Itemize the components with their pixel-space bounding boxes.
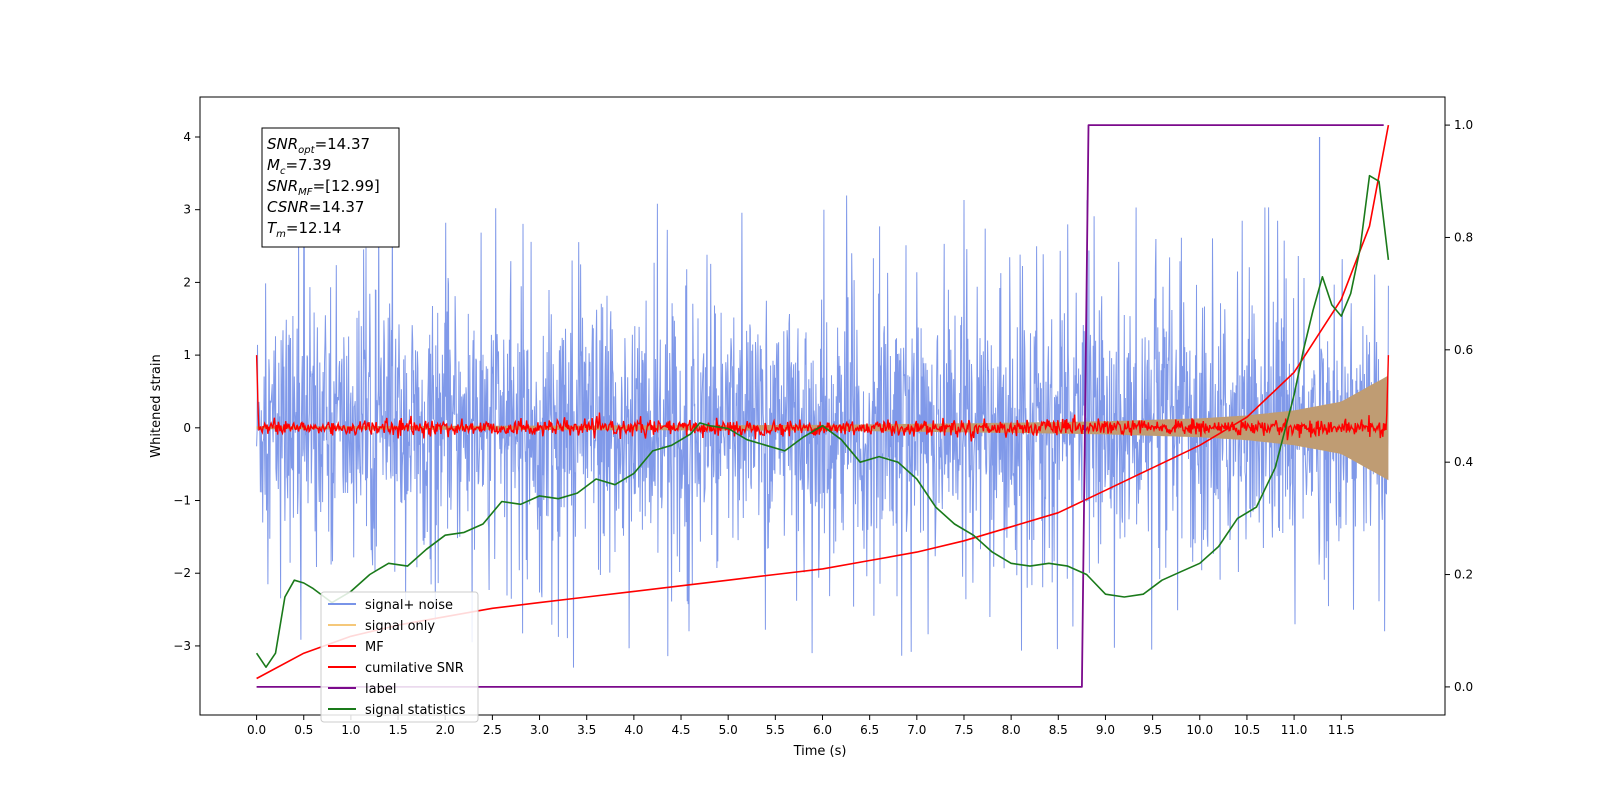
x-axis-label: Time (s) [793,744,847,759]
stats-mc: Mc=7.39 [267,156,331,177]
x-tick-label: 0.5 [294,723,313,737]
plot-area [255,124,1390,688]
y2-tick-label: 0.4 [1454,455,1473,469]
x-tick-label: 9.0 [1096,723,1115,737]
y2-tick-label: 0.6 [1454,343,1473,357]
y-tick-label: 1 [183,348,191,362]
y-tick-label: −3 [173,639,191,653]
svg-text:signal+ noise: signal+ noise [365,598,453,613]
svg-text:MF: MF [365,640,384,655]
x-tick-label: 6.0 [813,723,832,737]
x-tick-label: 0.0 [247,723,266,737]
y2-tick-label: 0.0 [1454,680,1473,694]
x-tick-label: 4.5 [671,723,690,737]
y-tick-label: 0 [183,421,191,435]
x-tick-label: 1.5 [389,723,408,737]
x-tick-label: 2.0 [436,723,455,737]
legend-entry-cumilative-snr: cumilative SNR [328,661,464,676]
x-tick-label: 5.5 [766,723,785,737]
x-tick-label: 7.0 [907,723,926,737]
series-label [256,124,1384,688]
series-signal-statistics [255,174,1390,668]
y-tick-label: −1 [173,494,191,508]
y-axis-label: Whitened strain [149,354,164,457]
x-tick-label: 7.5 [954,723,973,737]
stats-snr-mf: SNRMF=[12.99] [267,177,380,198]
y-axis-right: 1.0 0.8 0.6 0.4 0.2 0.0 [1445,118,1473,694]
y2-tick-label: 0.2 [1454,568,1473,582]
x-tick-label: 1.0 [341,723,360,737]
stats-snr-opt: SNRopt=14.37 [267,135,370,156]
x-axis: 0.0 0.5 1.0 1.5 2.0 2.5 3.0 3.5 4.0 4.5 5.0 5.5 6.0 6… [247,715,1355,737]
legend: signal+ noise signal only MF cumilative … [320,591,479,723]
x-tick-label: 10.5 [1234,723,1261,737]
x-tick-label: 11.5 [1328,723,1355,737]
y-tick-label: −2 [173,566,191,580]
x-tick-label: 11.0 [1281,723,1308,737]
y-axis-left: 4 3 2 1 0 −1 −2 −3 [173,130,200,653]
x-tick-label: 3.5 [577,723,596,737]
stats-tm: Tm=12.14 [267,219,341,240]
x-tick-label: 8.5 [1049,723,1068,737]
legend-entry-signal-only: signal only [328,619,435,634]
svg-text:label: label [365,682,396,697]
y-tick-label: 3 [183,203,191,217]
stats-box: SNRopt=14.37 Mc=7.39 SNRMF=[12.99] CSNR=… [261,127,400,248]
x-tick-label: 3.0 [530,723,549,737]
x-tick-label: 8.0 [1002,723,1021,737]
x-tick-label: 9.5 [1143,723,1162,737]
svg-text:cumilative SNR: cumilative SNR [365,661,464,676]
x-tick-label: 5.0 [719,723,738,737]
y-tick-label: 2 [183,275,191,289]
y-tick-label: 4 [183,130,191,144]
x-tick-label: 10.0 [1186,723,1213,737]
legend-entry-signal-noise: signal+ noise [328,598,453,613]
legend-entry-mf: MF [328,640,384,655]
y2-tick-label: 1.0 [1454,118,1473,132]
x-tick-label: 2.5 [483,723,502,737]
stats-csnr: CSNR=14.37 [267,198,364,216]
legend-entry-label: label [328,682,396,697]
legend-entry-signal-statistics: signal statistics [328,703,466,718]
svg-text:signal only: signal only [365,619,435,634]
x-tick-label: 6.5 [860,723,879,737]
x-tick-label: 4.0 [624,723,643,737]
svg-text:signal statistics: signal statistics [365,703,466,718]
series-signal-noise [256,195,1389,668]
y2-tick-label: 0.8 [1454,230,1473,244]
